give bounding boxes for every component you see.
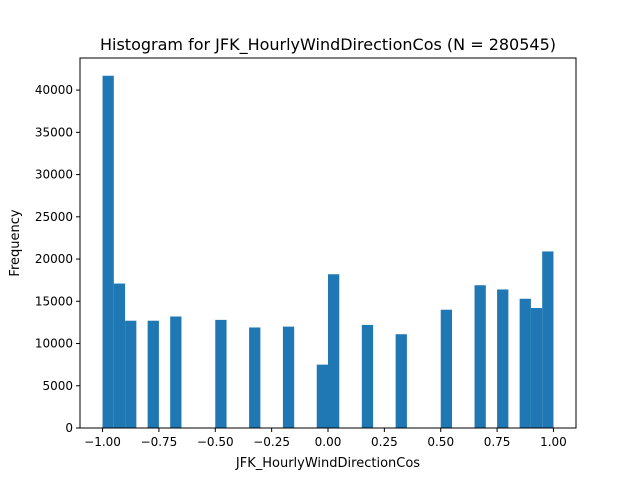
- histogram-bar-3: [147, 320, 159, 428]
- y-axis-label: Frequency: [8, 209, 23, 276]
- y-tick-label: 20000: [35, 252, 73, 266]
- y-tick-label: 10000: [35, 337, 73, 351]
- x-tick-label: 0.00: [315, 435, 342, 449]
- y-tick-label: 40000: [35, 83, 73, 97]
- x-tick-label: 1.00: [540, 435, 567, 449]
- x-tick-label: −0.25: [253, 435, 290, 449]
- x-axis-label: JFK_HourlyWindDirectionCos: [235, 456, 420, 471]
- y-tick-label: 0: [65, 421, 73, 435]
- histogram-bar-0: [102, 75, 114, 429]
- histogram-bar-10: [361, 324, 374, 428]
- histogram-bar-14: [497, 289, 509, 428]
- histogram-bar-1: [113, 283, 126, 428]
- x-tick-label: −0.50: [197, 435, 234, 449]
- y-axis-ticks: 0 5000 10000 15000 20000 25000 30000 35000 40000: [35, 83, 80, 435]
- x-tick-label: 0.75: [484, 435, 511, 449]
- chart-title: Histogram for JFK_HourlyWindDirectionCos…: [100, 35, 556, 55]
- histogram-bar-5: [215, 319, 227, 428]
- histogram-bar-13: [474, 285, 486, 428]
- x-tick-label: −1.00: [84, 435, 121, 449]
- histogram-bar-11: [395, 334, 407, 428]
- y-tick-label: 5000: [42, 379, 73, 393]
- y-tick-label: 25000: [35, 210, 73, 224]
- y-tick-label: 30000: [35, 168, 73, 182]
- histogram-bar-9: [328, 274, 340, 428]
- plot-frame: [79, 57, 577, 429]
- y-tick-label: 35000: [35, 125, 73, 139]
- histogram-bar-8: [316, 364, 328, 428]
- y-tick-label: 15000: [35, 294, 73, 308]
- histogram-bar-4: [170, 316, 182, 428]
- bars-group: [102, 75, 554, 429]
- histogram-bar-2: [125, 320, 137, 428]
- histogram-bar-12: [440, 309, 452, 428]
- histogram-bar-15: [519, 298, 531, 428]
- histogram-bar-7: [282, 326, 295, 428]
- x-axis-ticks: −1.00 −0.75 −0.50 −0.25 0.00 0.25 0.50 0.75 1.00: [84, 428, 567, 449]
- histogram-bar-16: [530, 308, 543, 428]
- x-tick-label: −0.75: [141, 435, 178, 449]
- x-tick-label: 0.50: [427, 435, 454, 449]
- histogram-bar-6: [249, 327, 261, 428]
- x-tick-label: 0.25: [371, 435, 398, 449]
- histogram-bar-17: [542, 251, 554, 428]
